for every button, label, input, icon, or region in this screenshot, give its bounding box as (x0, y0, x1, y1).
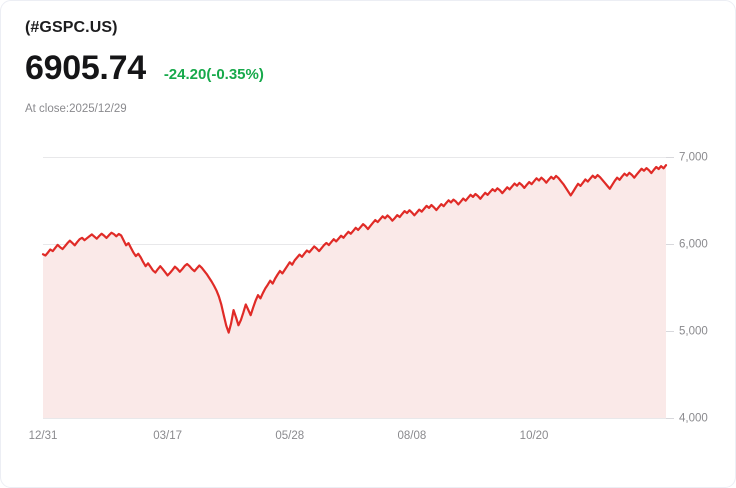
price-chart-svg[interactable]: 7,000 6,000 5,000 4,000 12/31 03/17 05/28 08/0… (1, 139, 736, 449)
page-title: (#GSPC.US) (25, 19, 118, 36)
series-area-fill (43, 165, 666, 418)
y-tick-label: 6,000 (679, 239, 708, 251)
y-tick-label: 7,000 (679, 152, 708, 164)
x-tick-label: 12/31 (29, 430, 58, 442)
quote-header: (#GSPC.US) 6905.74 -24.20(-0.35%) At clo… (25, 17, 711, 117)
chart-series-line (41, 164, 668, 334)
chart-x-axis: 12/31 03/17 05/28 08/08 10/20 (29, 430, 549, 442)
y-tick-label: 5,000 (679, 326, 708, 338)
x-tick-label: 10/20 (520, 430, 549, 442)
chart-y-axis: 7,000 6,000 5,000 4,000 (666, 152, 708, 425)
x-tick-label: 03/17 (153, 430, 182, 442)
price-change: -24.20(-0.35%) (163, 66, 264, 83)
y-tick-label: 4,000 (679, 413, 708, 425)
x-tick-label: 08/08 (398, 430, 427, 442)
price-row: 6905.74 -24.20(-0.35%) (25, 49, 711, 89)
series-line-path (41, 164, 668, 334)
last-price: 6905.74 (25, 49, 146, 87)
market-status-note: At close:2025/12/29 (25, 103, 127, 115)
price-chart[interactable]: 7,000 6,000 5,000 4,000 12/31 03/17 05/28 08/0… (1, 139, 736, 449)
x-tick-label: 05/28 (275, 430, 304, 442)
chart-area-fill (43, 165, 666, 418)
